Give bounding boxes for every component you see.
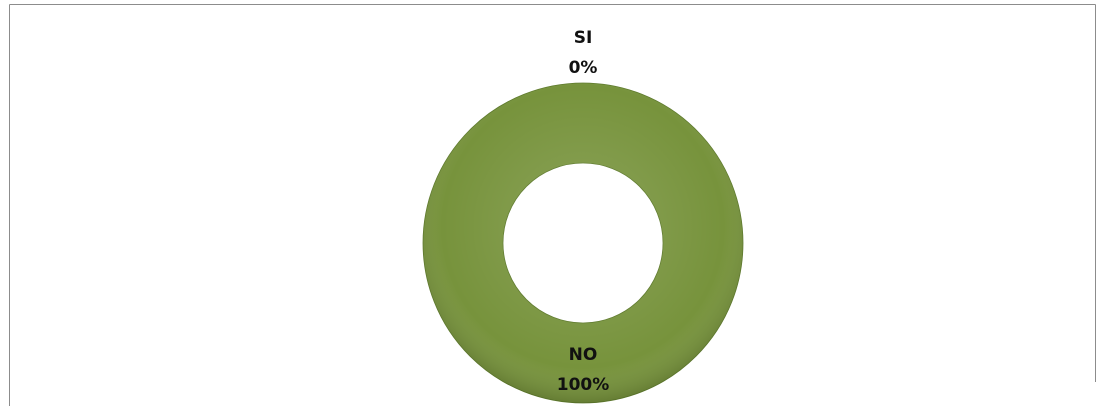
category-label: SI — [574, 28, 593, 48]
value-label: 100% — [557, 375, 610, 395]
value-label: 0% — [569, 58, 598, 78]
category-label: NO — [569, 345, 598, 365]
